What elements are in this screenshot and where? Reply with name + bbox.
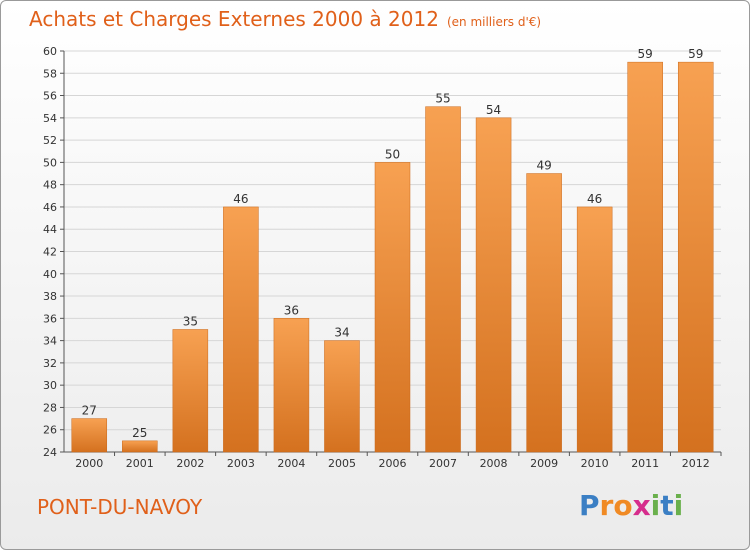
data-label: 46 bbox=[233, 192, 248, 206]
bar bbox=[71, 418, 108, 453]
y-tick-label: 54 bbox=[43, 112, 57, 125]
data-label: 35 bbox=[183, 314, 198, 328]
logo-letter: i bbox=[650, 489, 661, 522]
data-labels: 27 25 35 46 36 34 50 55 54 49 46 59 59 bbox=[82, 47, 704, 440]
x-tick-label: 2004 bbox=[277, 457, 305, 470]
y-tick-label: 34 bbox=[43, 335, 57, 348]
data-label: 54 bbox=[486, 103, 501, 117]
x-tick-label: 2010 bbox=[581, 457, 609, 470]
y-tick-label: 32 bbox=[43, 357, 57, 370]
data-label: 59 bbox=[638, 47, 653, 61]
bar bbox=[223, 206, 259, 453]
proxiti-logo: Proxiti bbox=[579, 489, 683, 522]
bar bbox=[425, 106, 461, 453]
x-tick-label: 2001 bbox=[126, 457, 154, 470]
bar bbox=[475, 117, 512, 453]
y-tick-label: 42 bbox=[43, 246, 57, 259]
logo-letter: r bbox=[599, 489, 614, 522]
x-tick-label: 2006 bbox=[379, 457, 407, 470]
x-tick-label: 2009 bbox=[530, 457, 558, 470]
x-tick-label: 2012 bbox=[682, 457, 710, 470]
tick-labels: 24 26 28 30 32 34 36 38 40 42 44 46 48 50 52 54 56 58 60 20… bbox=[43, 45, 710, 470]
y-tick-label: 38 bbox=[43, 290, 57, 303]
x-tick-label: 2002 bbox=[176, 457, 204, 470]
data-label: 59 bbox=[688, 47, 703, 61]
x-tick-label: 2003 bbox=[227, 457, 255, 470]
data-label: 25 bbox=[132, 426, 147, 440]
y-tick-label: 40 bbox=[43, 268, 57, 281]
bar bbox=[576, 206, 613, 453]
bar bbox=[273, 318, 310, 453]
x-tick-label: 2011 bbox=[631, 457, 659, 470]
data-label: 50 bbox=[385, 147, 400, 161]
bars bbox=[71, 61, 714, 453]
y-tick-label: 50 bbox=[43, 156, 57, 169]
logo-letter: P bbox=[579, 489, 600, 522]
data-label: 49 bbox=[536, 159, 551, 173]
y-tick-label: 58 bbox=[43, 67, 57, 80]
y-tick-label: 26 bbox=[43, 424, 57, 437]
x-tick-label: 2008 bbox=[480, 457, 508, 470]
logo-letter: t bbox=[660, 489, 674, 522]
data-label: 34 bbox=[334, 326, 349, 340]
y-tick-label: 28 bbox=[43, 401, 57, 414]
bar bbox=[122, 440, 158, 453]
y-tick-label: 30 bbox=[43, 379, 57, 392]
y-tick-label: 48 bbox=[43, 179, 57, 192]
logo-letter: i bbox=[673, 489, 684, 522]
y-tick-label: 56 bbox=[43, 90, 57, 103]
y-tick-label: 52 bbox=[43, 134, 57, 147]
data-label: 36 bbox=[284, 303, 299, 317]
logo-letter: x bbox=[632, 489, 651, 522]
data-label: 55 bbox=[435, 92, 450, 106]
data-label: 46 bbox=[587, 192, 602, 206]
x-tick-label: 2007 bbox=[429, 457, 457, 470]
commune-name: PONT-DU-NAVOY bbox=[37, 495, 203, 519]
chart-unit: (en milliers d'€) bbox=[446, 15, 542, 29]
y-tick-label: 24 bbox=[43, 446, 57, 459]
bar bbox=[627, 61, 663, 453]
data-label: 27 bbox=[82, 404, 97, 418]
bar bbox=[677, 61, 714, 453]
y-tick-label: 36 bbox=[43, 312, 57, 325]
logo-letter: o bbox=[613, 489, 633, 522]
y-tick-label: 60 bbox=[43, 45, 57, 58]
bar bbox=[374, 162, 411, 453]
y-tick-label: 44 bbox=[43, 223, 57, 236]
bar bbox=[172, 329, 209, 453]
x-tick-label: 2000 bbox=[75, 457, 103, 470]
bar bbox=[526, 173, 562, 453]
x-tick-label: 2005 bbox=[328, 457, 356, 470]
bar bbox=[324, 340, 360, 453]
chart-title-text: Achats et Charges Externes 2000 à 2012 bbox=[29, 7, 439, 31]
y-tick-label: 46 bbox=[43, 201, 57, 214]
chart-title: Achats et Charges Externes 2000 à 2012 (e… bbox=[29, 7, 541, 31]
